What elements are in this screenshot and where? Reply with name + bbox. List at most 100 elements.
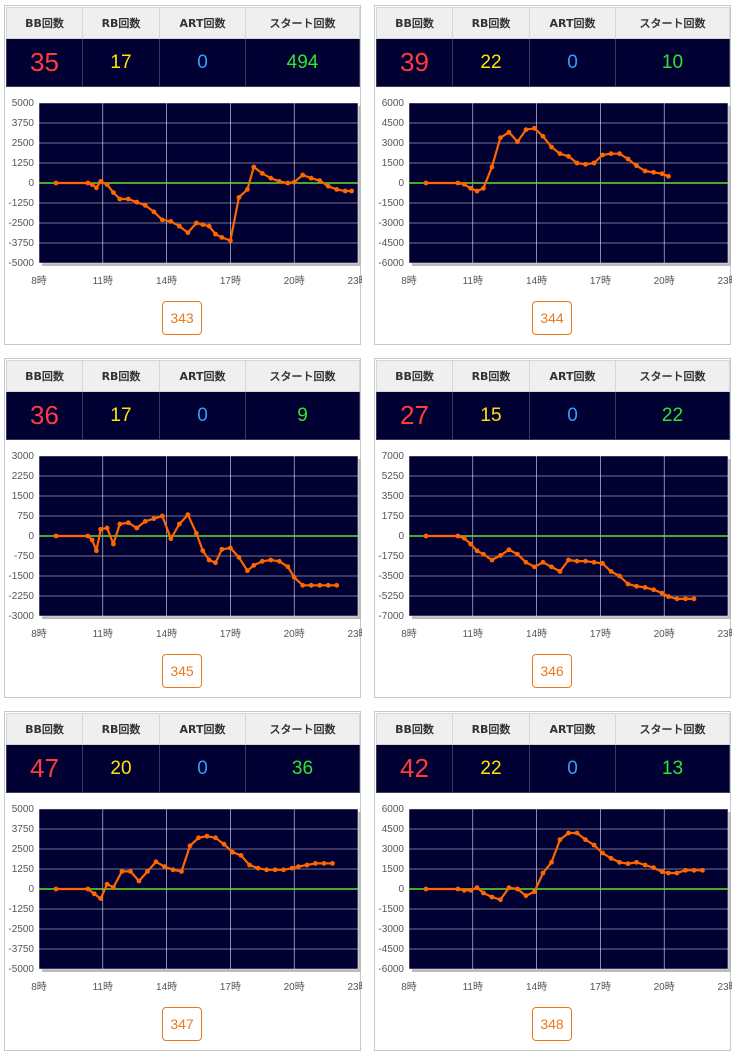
machine-number-button[interactable]: 345: [162, 654, 202, 688]
x-tick-label: 14時: [156, 981, 177, 993]
bb-count: 35: [6, 38, 83, 87]
data-point: [549, 859, 554, 865]
data-point: [515, 886, 520, 892]
data-point: [489, 557, 495, 563]
y-tick-label: -4500: [378, 944, 404, 955]
art-count: 0: [159, 38, 246, 87]
x-tick-label: 11時: [93, 628, 113, 640]
start-header: スタート回数: [615, 7, 730, 39]
y-tick-label: -3000: [378, 218, 404, 229]
data-point: [53, 886, 59, 892]
machine-number-button[interactable]: 348: [532, 1007, 572, 1041]
balance-chart: 3000 2250 1500 750 0 -750 -1500 -2250 -3000 8時 11時…: [8, 451, 362, 640]
x-tick-label: 23時: [717, 275, 732, 287]
art-count: 0: [529, 391, 616, 440]
data-point: [659, 590, 665, 596]
x-tick-label: 14時: [526, 981, 547, 993]
x-tick-label: 11時: [93, 275, 113, 287]
machine-number-button[interactable]: 347: [162, 1007, 202, 1041]
data-point: [179, 869, 184, 874]
y-tick-label: 2250: [12, 471, 35, 482]
x-tick-label: 17時: [220, 981, 241, 993]
data-point: [651, 587, 656, 593]
data-point: [468, 541, 474, 547]
data-point: [523, 893, 529, 899]
y-tick-label: 3500: [382, 491, 405, 502]
data-point: [162, 864, 167, 869]
rb-header: RB回数: [452, 7, 530, 39]
data-point: [659, 869, 665, 875]
data-point: [474, 885, 480, 891]
data-point: [159, 217, 165, 223]
bb-count: 36: [6, 391, 83, 440]
data-point: [600, 850, 605, 856]
start-count: 494: [245, 38, 360, 87]
data-point: [281, 867, 286, 873]
data-point: [219, 235, 225, 240]
rb-count: 22: [452, 744, 530, 793]
machine-number-button[interactable]: 346: [532, 654, 572, 688]
y-tick-label: 7000: [382, 451, 405, 462]
start-header: スタート回数: [615, 713, 730, 745]
x-tick-label: 14時: [526, 628, 547, 640]
bb-count: 47: [6, 744, 83, 793]
rb-header: RB回数: [82, 360, 160, 392]
data-point: [700, 867, 705, 873]
bb-header: BB回数: [376, 360, 453, 392]
y-tick-label: -6000: [378, 964, 404, 975]
data-point: [498, 135, 503, 141]
x-tick-label: 20時: [284, 275, 305, 287]
data-point: [259, 558, 265, 564]
data-point: [423, 533, 429, 539]
data-point: [85, 180, 91, 186]
data-point: [515, 551, 520, 557]
start-header: スタート回数: [245, 713, 360, 745]
y-tick-label: -5250: [378, 591, 404, 602]
data-point: [506, 885, 512, 891]
x-tick-label: 8時: [401, 981, 417, 993]
bb-header: BB回数: [6, 713, 83, 745]
x-tick-label: 20時: [654, 981, 675, 993]
data-point: [634, 859, 639, 865]
data-point: [549, 144, 554, 150]
bb-header: BB回数: [376, 713, 453, 745]
data-point: [574, 558, 580, 564]
data-point: [666, 173, 671, 179]
data-point: [481, 890, 486, 896]
data-point: [600, 561, 605, 566]
data-point: [142, 518, 148, 524]
stats-table: BB回数 RB回数 ART回数 スタート回数 42 22 0 13: [376, 713, 730, 793]
y-tick-label: -1250: [8, 904, 34, 915]
data-point: [94, 548, 99, 554]
data-point: [608, 569, 614, 574]
data-point: [53, 533, 59, 539]
data-point: [498, 897, 503, 903]
y-tick-label: 0: [398, 178, 404, 189]
bb-count: 27: [376, 391, 453, 440]
data-point: [625, 861, 631, 867]
machine-number-button[interactable]: 344: [532, 301, 572, 335]
x-tick-label: 23時: [717, 981, 732, 993]
data-point: [591, 559, 597, 565]
machine-card: BB回数 RB回数 ART回数 スタート回数 47 20 0 36 5000 3750 2500 12…: [4, 711, 362, 1051]
data-point: [245, 187, 250, 192]
data-point: [238, 853, 244, 858]
data-point: [540, 870, 546, 876]
data-point: [691, 867, 697, 873]
data-point: [219, 546, 225, 552]
x-tick-label: 23時: [347, 981, 362, 993]
data-point: [549, 564, 554, 570]
data-point: [489, 894, 495, 900]
data-point: [170, 867, 176, 873]
y-tick-label: -3500: [378, 571, 404, 582]
y-tick-label: 1250: [12, 864, 35, 875]
art-count: 0: [159, 744, 246, 793]
data-point: [308, 175, 314, 181]
y-tick-label: 5000: [12, 98, 35, 109]
data-point: [461, 535, 467, 541]
data-point: [474, 548, 480, 554]
bb-header: BB回数: [6, 7, 83, 39]
data-point: [85, 533, 91, 539]
x-tick-label: 11時: [93, 981, 113, 993]
machine-number-button[interactable]: 343: [162, 301, 202, 335]
